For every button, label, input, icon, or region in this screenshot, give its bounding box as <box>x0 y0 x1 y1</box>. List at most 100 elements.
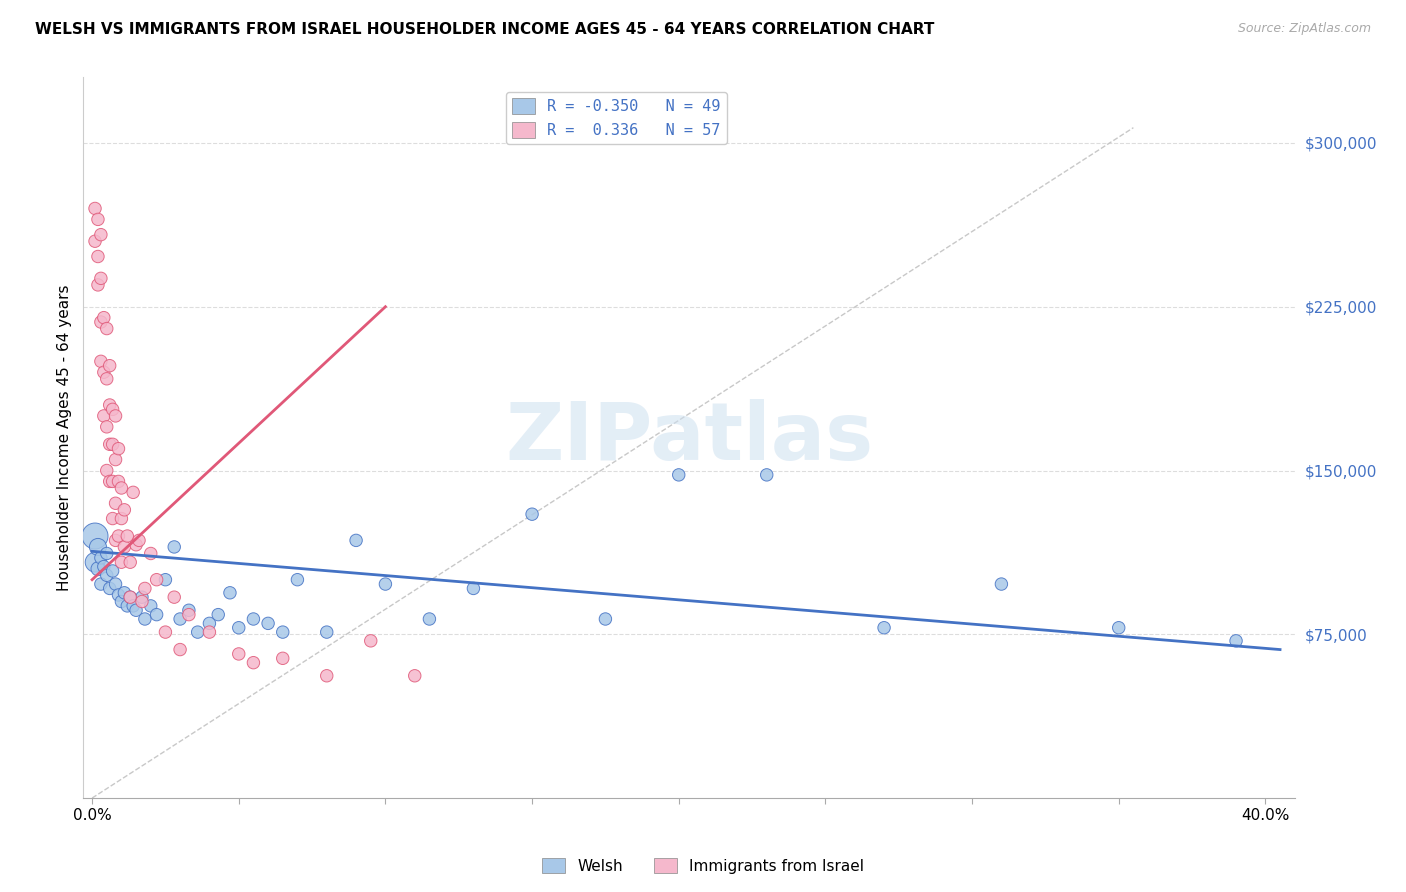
Point <box>520 507 543 521</box>
Point <box>287 573 309 587</box>
Point <box>155 625 177 640</box>
Point <box>104 452 127 467</box>
Point <box>104 577 127 591</box>
Point <box>177 603 200 617</box>
Point <box>122 485 145 500</box>
Point <box>145 573 167 587</box>
Y-axis label: Householder Income Ages 45 - 64 years: Householder Income Ages 45 - 64 years <box>58 285 72 591</box>
Point <box>104 409 127 423</box>
Point <box>120 590 142 604</box>
Point <box>107 588 129 602</box>
Point <box>228 621 250 635</box>
Point <box>169 642 191 657</box>
Point <box>101 475 124 489</box>
Point <box>84 529 107 543</box>
Point <box>344 533 367 548</box>
Point <box>315 625 337 640</box>
Point <box>128 533 150 548</box>
Point <box>90 577 112 591</box>
Point <box>873 621 896 635</box>
Point <box>96 321 118 335</box>
Point <box>131 590 153 604</box>
Point <box>131 594 153 608</box>
Point <box>155 573 177 587</box>
Text: WELSH VS IMMIGRANTS FROM ISRAEL HOUSEHOLDER INCOME AGES 45 - 64 YEARS CORRELATIO: WELSH VS IMMIGRANTS FROM ISRAEL HOUSEHOL… <box>35 22 935 37</box>
Point <box>90 354 112 368</box>
Point <box>96 547 118 561</box>
Point <box>98 359 121 373</box>
Point <box>117 529 139 543</box>
Point <box>96 420 118 434</box>
Point <box>84 202 107 216</box>
Point <box>101 437 124 451</box>
Point <box>107 475 129 489</box>
Legend: R = -0.350   N = 49, R =  0.336   N = 57: R = -0.350 N = 49, R = 0.336 N = 57 <box>506 92 727 145</box>
Point <box>87 540 110 554</box>
Point <box>93 559 115 574</box>
Point <box>98 398 121 412</box>
Point <box>93 409 115 423</box>
Point <box>418 612 440 626</box>
Point <box>755 467 778 482</box>
Point <box>110 594 132 608</box>
Point <box>107 529 129 543</box>
Point <box>104 533 127 548</box>
Point <box>87 562 110 576</box>
Point <box>404 669 426 683</box>
Point <box>257 616 280 631</box>
Point <box>219 586 242 600</box>
Point <box>120 555 142 569</box>
Point <box>360 633 382 648</box>
Point <box>96 463 118 477</box>
Point <box>90 550 112 565</box>
Point <box>84 234 107 248</box>
Point <box>90 271 112 285</box>
Point <box>98 475 121 489</box>
Point <box>87 212 110 227</box>
Point <box>242 656 264 670</box>
Point <box>107 442 129 456</box>
Point <box>90 315 112 329</box>
Point <box>163 540 186 554</box>
Point <box>96 372 118 386</box>
Point <box>93 310 115 325</box>
Point <box>87 277 110 292</box>
Point <box>84 555 107 569</box>
Point <box>104 496 127 510</box>
Point <box>117 599 139 613</box>
Point <box>1108 621 1130 635</box>
Point <box>242 612 264 626</box>
Point <box>101 564 124 578</box>
Point <box>110 555 132 569</box>
Point <box>315 669 337 683</box>
Text: Source: ZipAtlas.com: Source: ZipAtlas.com <box>1237 22 1371 36</box>
Point <box>125 603 148 617</box>
Point <box>112 503 135 517</box>
Point <box>177 607 200 622</box>
Point <box>112 586 135 600</box>
Point <box>101 402 124 417</box>
Point <box>595 612 617 626</box>
Point <box>125 538 148 552</box>
Point <box>187 625 209 640</box>
Point <box>98 437 121 451</box>
Point <box>271 651 294 665</box>
Point <box>1225 633 1247 648</box>
Point <box>93 365 115 379</box>
Point <box>198 616 221 631</box>
Point <box>87 250 110 264</box>
Point <box>228 647 250 661</box>
Point <box>96 568 118 582</box>
Point <box>101 511 124 525</box>
Legend: Welsh, Immigrants from Israel: Welsh, Immigrants from Israel <box>536 852 870 880</box>
Point <box>139 599 162 613</box>
Text: ZIPatlas: ZIPatlas <box>505 399 873 476</box>
Point <box>122 599 145 613</box>
Point <box>112 540 135 554</box>
Point <box>207 607 229 622</box>
Point <box>163 590 186 604</box>
Point <box>110 481 132 495</box>
Point <box>145 607 167 622</box>
Point <box>120 590 142 604</box>
Point <box>134 582 156 596</box>
